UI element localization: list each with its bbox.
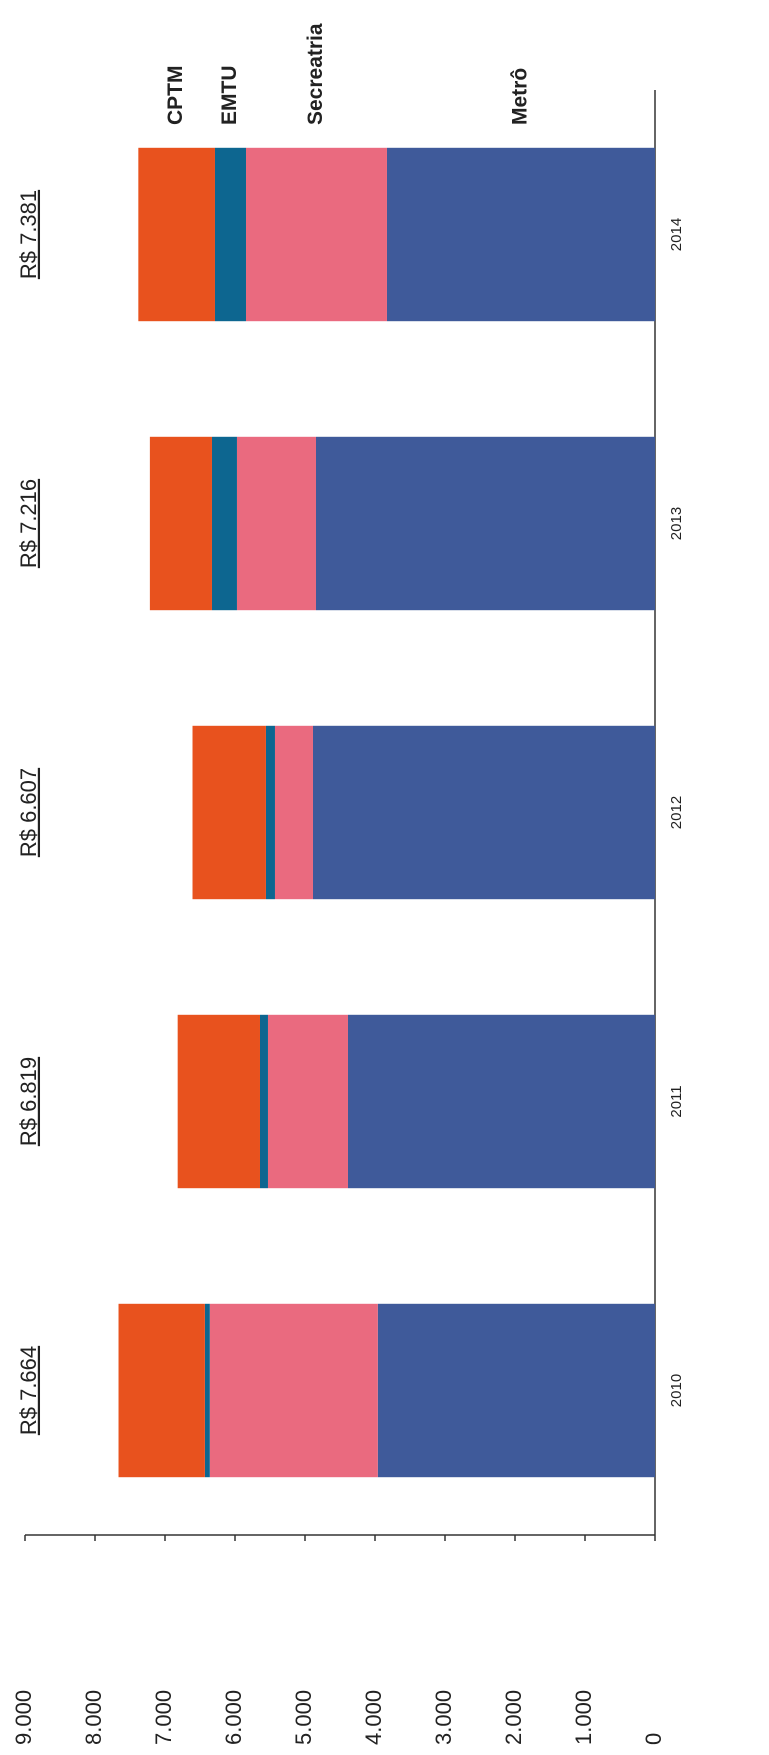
bar-segment [149,436,212,611]
y-tick-label: 6.000 [221,1690,246,1745]
bar-segment [138,147,215,322]
bar-segment [214,147,246,322]
x-tick-label: 2011 [668,1085,685,1117]
bar-segment [259,1014,268,1189]
total-label: R$ 6.607 [16,768,41,857]
legend-label: CPTM [164,66,187,126]
y-tick-label: 8.000 [81,1690,106,1745]
y-tick-label: 3.000 [431,1690,456,1745]
bar-segment [209,1303,378,1478]
y-tick-label: 4.000 [361,1690,386,1745]
y-tick-label: 2.000 [501,1690,526,1745]
legend-label: Secreatria [304,23,327,125]
y-tick-label: 1.000 [571,1690,596,1745]
legend-label: EMTU [218,66,241,126]
y-tick-label: 7.000 [151,1690,176,1745]
plot-area: 0 1.000 2.000 3.000 4.000 5.000 6.000 7.000 8.00… [11,23,685,1745]
total-label: R$ 7.664 [16,1346,41,1435]
x-tick-label: 2010 [668,1374,685,1407]
bar-segment [347,1014,655,1189]
x-tick-label: 2012 [668,796,685,829]
y-tick-label: 9.000 [11,1690,36,1745]
bar-segment [386,147,655,322]
bar-segment [274,725,313,900]
bar-segment [177,1014,260,1189]
bar-segment [245,147,387,322]
bar-segment [312,725,655,900]
bar-segment [236,436,316,611]
total-label: R$ 6.819 [16,1057,41,1146]
y-tick-label: 5.000 [291,1690,316,1745]
bar-segment [211,436,237,611]
bar-segment [315,436,655,611]
legend-label: Metrô [509,68,532,125]
bar-segment [192,725,266,900]
x-tick-label: 2014 [668,218,685,251]
bar-segment [265,725,275,900]
x-tick-label: 2013 [668,507,685,540]
y-tick-label: 0 [641,1733,666,1745]
bar-segment [118,1303,205,1478]
total-label: R$ 7.381 [16,190,41,279]
total-label: R$ 7.216 [16,479,41,568]
bar-segment [267,1014,348,1189]
bar-segment [377,1303,655,1478]
bar-segment [204,1303,210,1478]
